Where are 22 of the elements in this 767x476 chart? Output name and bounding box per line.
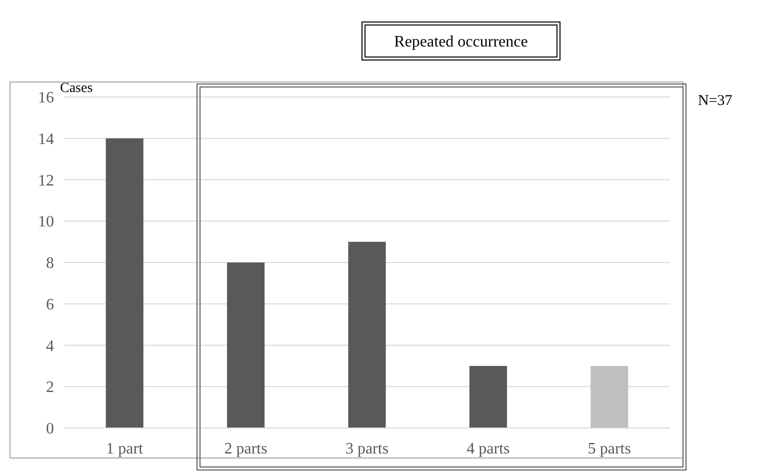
y-tick-label: 2 bbox=[46, 379, 54, 396]
y-axis-title: Cases bbox=[60, 81, 93, 96]
x-tick-label: 3 parts bbox=[345, 440, 389, 458]
y-tick-label: 16 bbox=[38, 90, 54, 107]
x-tick-label: 5 parts bbox=[588, 440, 631, 458]
y-tick-label: 4 bbox=[46, 338, 54, 355]
text: N=37 bbox=[698, 93, 733, 109]
x-tick-label: 1 part bbox=[106, 440, 144, 458]
x-tick-label: 2 parts bbox=[224, 440, 268, 458]
y-tick-label: 10 bbox=[38, 214, 54, 231]
y-tick-label: 8 bbox=[46, 255, 54, 272]
y-tick-label: 12 bbox=[38, 172, 54, 190]
text: Repeated occurrence bbox=[394, 34, 528, 51]
bar bbox=[469, 366, 507, 428]
bar bbox=[227, 262, 265, 428]
x-tick-label: 4 parts bbox=[466, 440, 510, 458]
bar bbox=[348, 242, 386, 428]
y-tick-label: 0 bbox=[46, 420, 54, 438]
y-tick-label: 14 bbox=[38, 130, 54, 148]
y-tick-label: 6 bbox=[46, 296, 54, 314]
bar bbox=[106, 138, 144, 428]
bar bbox=[590, 366, 628, 428]
